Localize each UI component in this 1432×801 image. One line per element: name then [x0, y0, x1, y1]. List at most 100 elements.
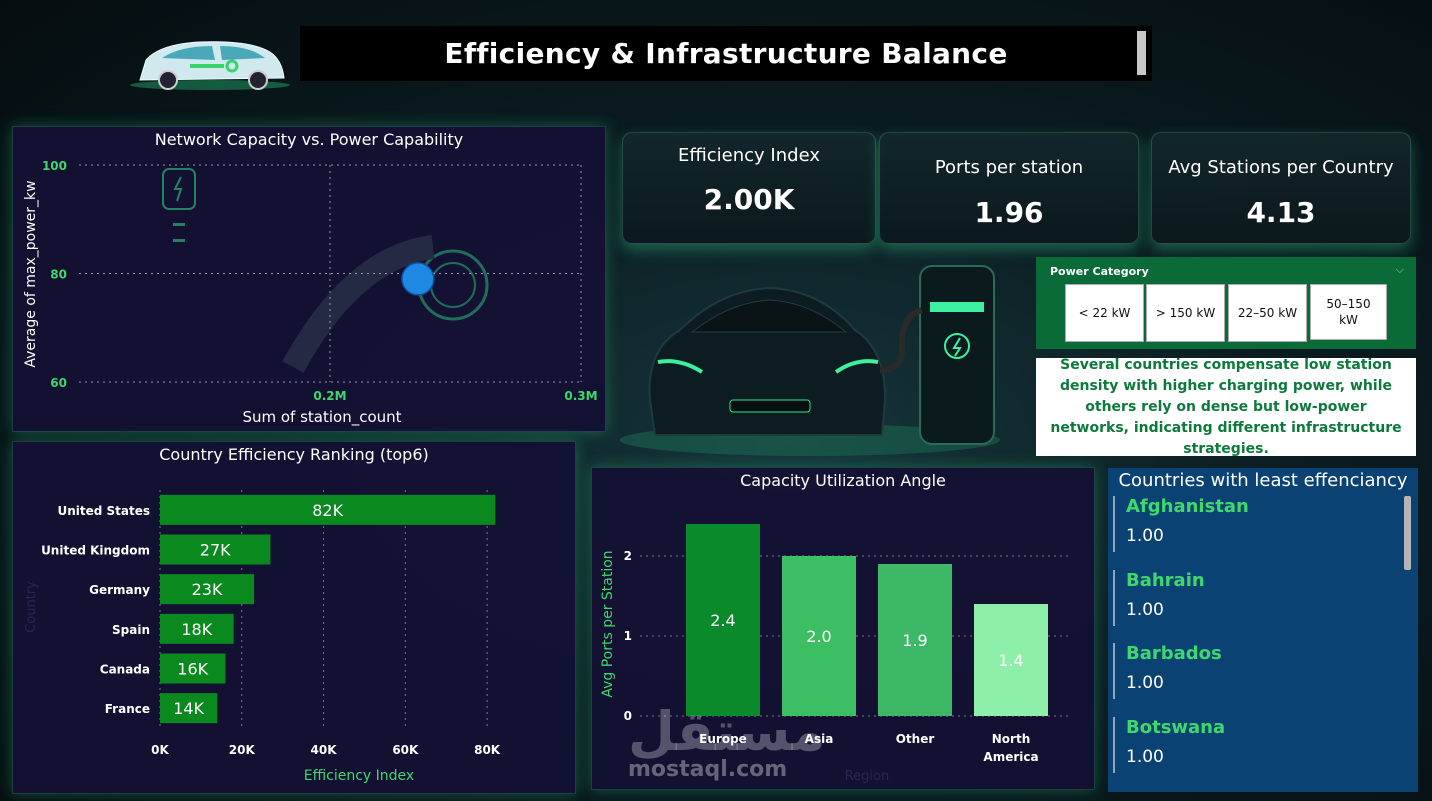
ev-car-logo-icon	[130, 41, 290, 90]
utilization-bar-label: 2.0	[806, 627, 831, 646]
utilization-category-label: North	[992, 732, 1030, 746]
insight-note-text: Several countries compensate low station…	[1050, 356, 1402, 457]
scatter-y-label: Average of max_power_kw	[23, 180, 39, 367]
utilization-y-tick: 2	[624, 549, 632, 563]
utilization-category-label: America	[983, 750, 1038, 764]
page-title: Efficiency & Infrastructure Balance	[444, 37, 1008, 70]
ranking-x-label: Efficiency Index	[304, 768, 414, 784]
ranking-x-tick: 80K	[474, 743, 501, 757]
kpi-value: 1.96	[974, 196, 1044, 229]
watermark-latin: mostaql.com	[628, 757, 788, 782]
utilization-y-tick: 0	[624, 709, 632, 723]
ranking-category-label: United States	[57, 504, 150, 518]
scatter-y-tick: 80	[50, 268, 67, 282]
ranking-y-label: Country	[24, 581, 39, 633]
ranking-bar-label: 16K	[177, 660, 208, 679]
country-ranking-chart: 82K 27K 23K 18K 16K 14K 0K 20K 40K 60K 80K United …	[24, 490, 501, 784]
title-scrollbar[interactable]	[1137, 31, 1146, 75]
scatter-panel: Network Capacity vs. Power Capability 10…	[12, 126, 606, 432]
ranking-bar	[160, 613, 234, 644]
utilization-y-label: Avg Ports per Station	[600, 550, 616, 697]
ranking-bar-label: 14K	[173, 699, 204, 718]
ev-plug-decor-icon	[282, 235, 489, 373]
utilization-category-label: Europe	[699, 732, 747, 746]
utilization-bar-label: 1.4	[998, 651, 1023, 670]
utilization-category-label: Asia	[805, 732, 834, 746]
ranking-bar-label: 23K	[192, 580, 223, 599]
utilization-bar	[686, 524, 760, 716]
kpi-efficiency-index: Efficiency Index 2.00K	[622, 132, 876, 244]
kpi-ports-per-station: Ports per station 1.96	[879, 132, 1139, 244]
slicer-chevron-icon[interactable]: ⌵	[1395, 263, 1404, 276]
list-item-value: 1.00	[1126, 526, 1164, 546]
slicer-title: Power Category	[1050, 265, 1149, 278]
utilization-category-label: Other	[896, 732, 935, 746]
list-item-name: Bahrain	[1126, 570, 1205, 591]
utilization-bar	[782, 556, 856, 716]
ranking-x-tick: 0K	[151, 743, 169, 757]
insight-note: Several countries compensate low station…	[1036, 357, 1416, 457]
ranking-x-tick: 40K	[311, 743, 338, 757]
ranking-bar	[160, 534, 271, 565]
scatter-x-tick: 0.3M	[564, 389, 597, 403]
charger-decor-icon	[162, 168, 196, 242]
scatter-y-tick: 60	[50, 376, 67, 390]
kpi-value: 2.00K	[703, 183, 795, 216]
capacity-utilization-panel: Capacity Utilization Angle 2.4 2.0 1.9 1.4 …	[591, 467, 1095, 790]
utilization-y-tick: 1	[624, 629, 632, 643]
dashboard-title-bar: Efficiency & Infrastructure Balance	[300, 26, 1152, 81]
list-item-value: 1.00	[1126, 600, 1164, 620]
ranking-bar	[160, 653, 226, 684]
utilization-bar	[974, 604, 1048, 716]
list-item-name: Barbados	[1126, 643, 1222, 664]
ranking-bar-label: 27K	[200, 541, 231, 560]
utilization-title: Capacity Utilization Angle	[740, 471, 946, 490]
country-ranking-panel: Country Efficiency Ranking (top6) 82K 27K…	[12, 441, 576, 794]
list-item-accent	[1113, 570, 1115, 626]
scatter-point	[401, 262, 435, 296]
car-charging-illustration-icon	[620, 265, 1000, 456]
watermark-arabic: مستقل	[628, 700, 826, 763]
power-category-slicer: Power Category ⌵ < 22 kW > 150 kW 22–50 …	[1036, 257, 1416, 349]
ranking-category-label: Canada	[100, 663, 150, 677]
list-item-accent	[1113, 643, 1115, 699]
ranking-bar	[160, 693, 218, 724]
ranking-bar	[160, 494, 496, 525]
least-efficiency-title: Countries with least effenciancy	[1118, 470, 1408, 491]
kpi-avg-stations: Avg Stations per Country 4.13	[1151, 132, 1411, 244]
utilization-bar	[878, 564, 952, 716]
ranking-category-label: United Kingdom	[41, 544, 150, 558]
utilization-bar-label: 1.9	[902, 631, 927, 650]
kpi-label: Avg Stations per Country	[1168, 157, 1394, 178]
scatter-x-tick: 0.2M	[313, 389, 346, 403]
list-item-value: 1.00	[1126, 673, 1164, 693]
list-item-name: Botswana	[1126, 717, 1226, 738]
kpi-value: 4.13	[1246, 196, 1316, 229]
ranking-category-label: France	[105, 702, 150, 716]
utilization-bar-label: 2.4	[710, 611, 735, 630]
capacity-utilization-chart: 2.4 2.0 1.9 1.4 0 1 2 Europe Asia Other North Amer…	[600, 524, 1070, 784]
list-item-accent	[1113, 496, 1115, 552]
scatter-title: Network Capacity vs. Power Capability	[154, 130, 464, 149]
slicer-option-22-50[interactable]: 22–50 kW	[1228, 284, 1307, 342]
ranking-bar-label: 18K	[181, 620, 212, 639]
ranking-bar	[160, 574, 255, 605]
slicer-option-gt150[interactable]: > 150 kW	[1146, 284, 1225, 342]
least-efficiency-list: Countries with least effenciancy Afghani…	[1108, 468, 1418, 792]
ranking-category-label: Spain	[112, 623, 150, 637]
scatter-chart: 100 80 60 0.2M 0.3M Sum of station_count Ave…	[23, 159, 598, 427]
list-item-accent	[1113, 717, 1115, 773]
utilization-x-label: Region	[845, 769, 890, 784]
ranking-x-tick: 20K	[229, 743, 256, 757]
ranking-bar-label: 82K	[312, 501, 343, 520]
list-item-name: Afghanistan	[1126, 496, 1249, 517]
list-scrollbar[interactable]	[1404, 496, 1411, 570]
slicer-option-50-150[interactable]: 50–150 kW	[1310, 284, 1387, 340]
list-item-value: 1.00	[1126, 747, 1164, 767]
slicer-option-lt22[interactable]: < 22 kW	[1065, 284, 1144, 342]
kpi-label: Ports per station	[934, 157, 1084, 178]
kpi-label: Efficiency Index	[678, 145, 820, 166]
ranking-category-label: Germany	[89, 583, 150, 597]
ranking-x-tick: 60K	[392, 743, 419, 757]
ranking-title: Country Efficiency Ranking (top6)	[159, 445, 429, 464]
